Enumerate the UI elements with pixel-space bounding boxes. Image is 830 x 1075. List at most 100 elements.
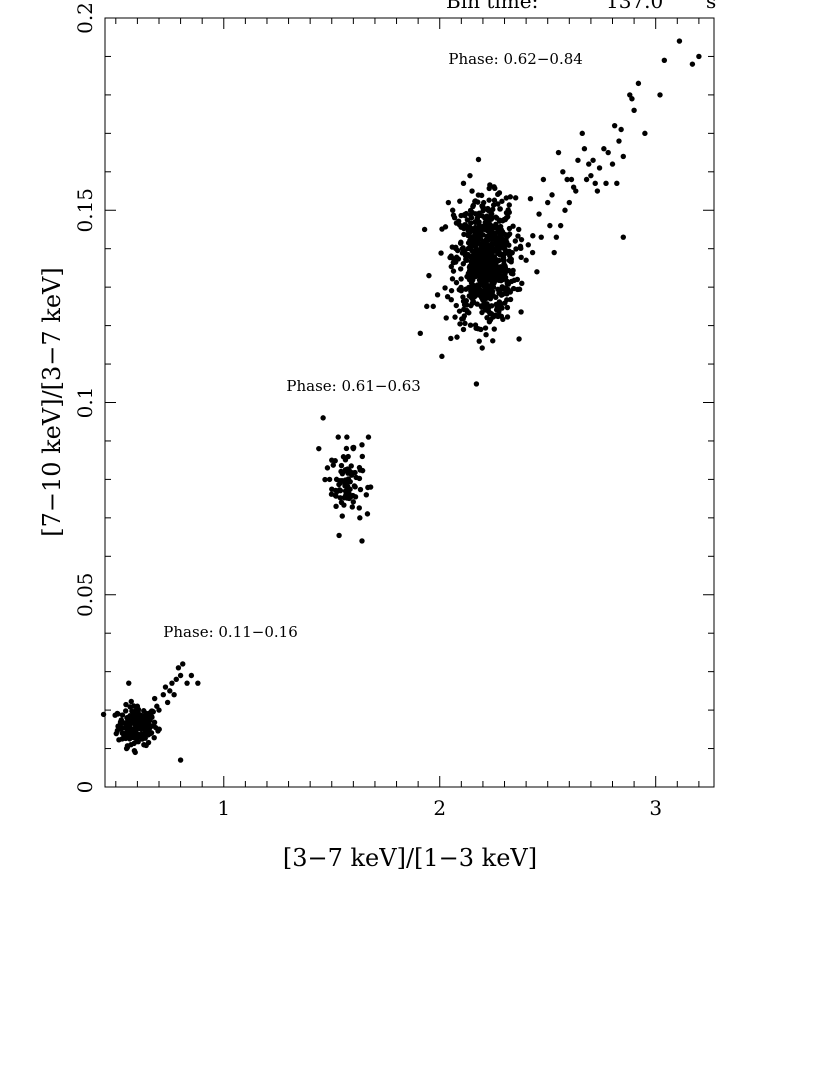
data-point [586, 161, 592, 167]
data-point [485, 288, 491, 295]
data-point [484, 244, 491, 250]
data-point [359, 538, 365, 544]
data-point [505, 207, 511, 213]
data-point [430, 303, 436, 310]
data-point [605, 149, 611, 156]
data-point [553, 234, 560, 240]
data-point [454, 334, 460, 340]
data-point [485, 234, 492, 240]
data-point [620, 153, 626, 160]
data-point [453, 244, 459, 251]
data-point [484, 226, 490, 232]
data-point [555, 149, 562, 156]
data-point [490, 202, 497, 208]
data-point [518, 309, 524, 315]
data-point [132, 749, 138, 756]
data-point [316, 445, 322, 452]
data-point [506, 242, 512, 248]
data-point [470, 228, 477, 234]
data-point [173, 676, 179, 683]
data-point [464, 307, 470, 314]
data-point [689, 61, 696, 67]
data-point [492, 185, 498, 191]
data-point [443, 315, 449, 321]
data-point [350, 499, 357, 505]
data-point [151, 695, 158, 702]
data-point [162, 684, 169, 690]
data-point [504, 278, 510, 284]
data-point [491, 241, 498, 247]
data-point [474, 231, 480, 237]
data-point [490, 338, 496, 344]
data-point [124, 725, 130, 731]
data-point [486, 319, 493, 325]
data-point [156, 726, 162, 732]
data-point [616, 138, 622, 144]
data-point [341, 502, 347, 508]
data-point [122, 708, 129, 714]
data-point [498, 291, 504, 297]
data-point [618, 126, 624, 133]
data-point [453, 220, 460, 226]
x-tick-label: 3 [649, 796, 662, 820]
data-point [515, 233, 521, 239]
data-point [333, 493, 339, 499]
data-point [525, 242, 531, 248]
data-point [502, 231, 508, 238]
data-point [581, 146, 588, 152]
data-point [560, 169, 566, 175]
data-point [495, 201, 501, 207]
data-point [346, 495, 352, 502]
data-point [501, 251, 508, 257]
data-point [417, 330, 423, 336]
data-point [351, 483, 358, 489]
data-point [489, 265, 495, 272]
data-point [421, 226, 428, 233]
data-point [450, 212, 457, 218]
data-point [534, 269, 540, 275]
data-point [128, 698, 134, 705]
data-point [496, 230, 502, 236]
data-point [458, 276, 464, 282]
data-point [345, 487, 352, 493]
data-point [147, 711, 154, 717]
data-point [609, 161, 616, 167]
data-point [458, 239, 464, 245]
data-point [518, 245, 524, 252]
data-point [494, 258, 500, 265]
data-point [324, 465, 331, 471]
y-tick-label: 0.15 [73, 188, 97, 233]
data-point [359, 442, 365, 448]
data-point [343, 445, 350, 452]
data-point [337, 495, 343, 501]
data-point [363, 492, 370, 498]
data-point [458, 212, 464, 219]
data-point [551, 249, 557, 256]
data-point [461, 302, 468, 308]
data-point [444, 293, 451, 300]
data-point [573, 188, 579, 194]
x-tick-label: 1 [217, 796, 230, 820]
data-point [142, 721, 149, 727]
data-point [474, 252, 480, 258]
data-point [480, 273, 486, 280]
data-point [134, 703, 141, 709]
data-point [489, 258, 495, 265]
data-point [455, 256, 462, 262]
data-point [493, 301, 499, 308]
data-point [696, 53, 702, 60]
data-point [512, 195, 519, 201]
data-point [424, 303, 430, 310]
data-point [127, 704, 133, 710]
tick-labels: 1 2 3 0 0.05 0.1 0.15 0.2 [73, 2, 662, 820]
data-point [496, 271, 502, 277]
data-point [507, 296, 514, 303]
data-point [442, 285, 448, 291]
data-point [483, 216, 490, 223]
data-point [367, 484, 374, 490]
data-point [460, 261, 467, 267]
data-point [167, 688, 173, 694]
data-point [357, 467, 363, 473]
data-point [466, 264, 473, 270]
data-point [631, 107, 637, 113]
